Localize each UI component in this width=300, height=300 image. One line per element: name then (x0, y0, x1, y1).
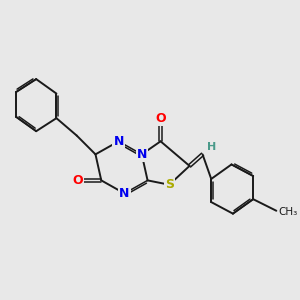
Text: N: N (136, 148, 147, 161)
Text: H: H (207, 142, 216, 152)
Text: S: S (165, 178, 174, 191)
Text: O: O (73, 174, 83, 187)
Text: N: N (113, 135, 124, 148)
Text: O: O (155, 112, 166, 125)
Text: N: N (119, 187, 130, 200)
Text: CH₃: CH₃ (279, 207, 298, 217)
